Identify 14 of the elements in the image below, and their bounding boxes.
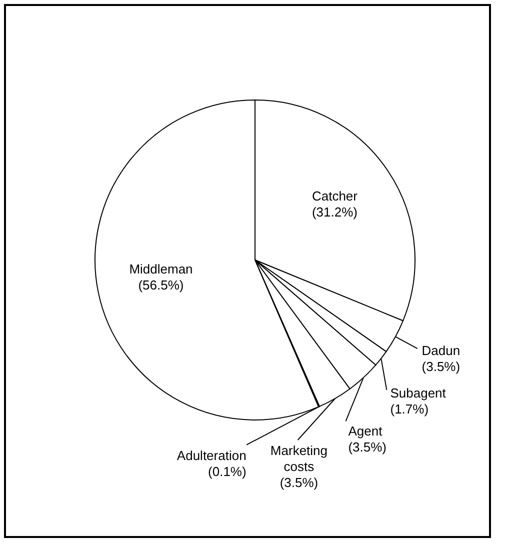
slice-label: Dadun <box>422 343 460 358</box>
slice-label: Agent <box>348 424 383 439</box>
data-label: (31.2%) <box>312 204 358 220</box>
data-label: (3.5%) <box>348 440 387 455</box>
slice-label: Catcher <box>312 188 358 204</box>
slice-label: Middleman <box>129 261 193 276</box>
slice-label: Adulteration <box>176 448 246 463</box>
slice-label: Subagent <box>390 385 446 400</box>
data-label: (1.7%) <box>390 401 429 416</box>
slice-label: Marketing costs <box>270 442 328 474</box>
data-label: (3.5%) <box>422 359 460 374</box>
data-label: (0.1%) <box>208 464 246 479</box>
data-label: (56.5%) <box>138 277 184 292</box>
data-label: (3.5%) <box>280 474 318 490</box>
